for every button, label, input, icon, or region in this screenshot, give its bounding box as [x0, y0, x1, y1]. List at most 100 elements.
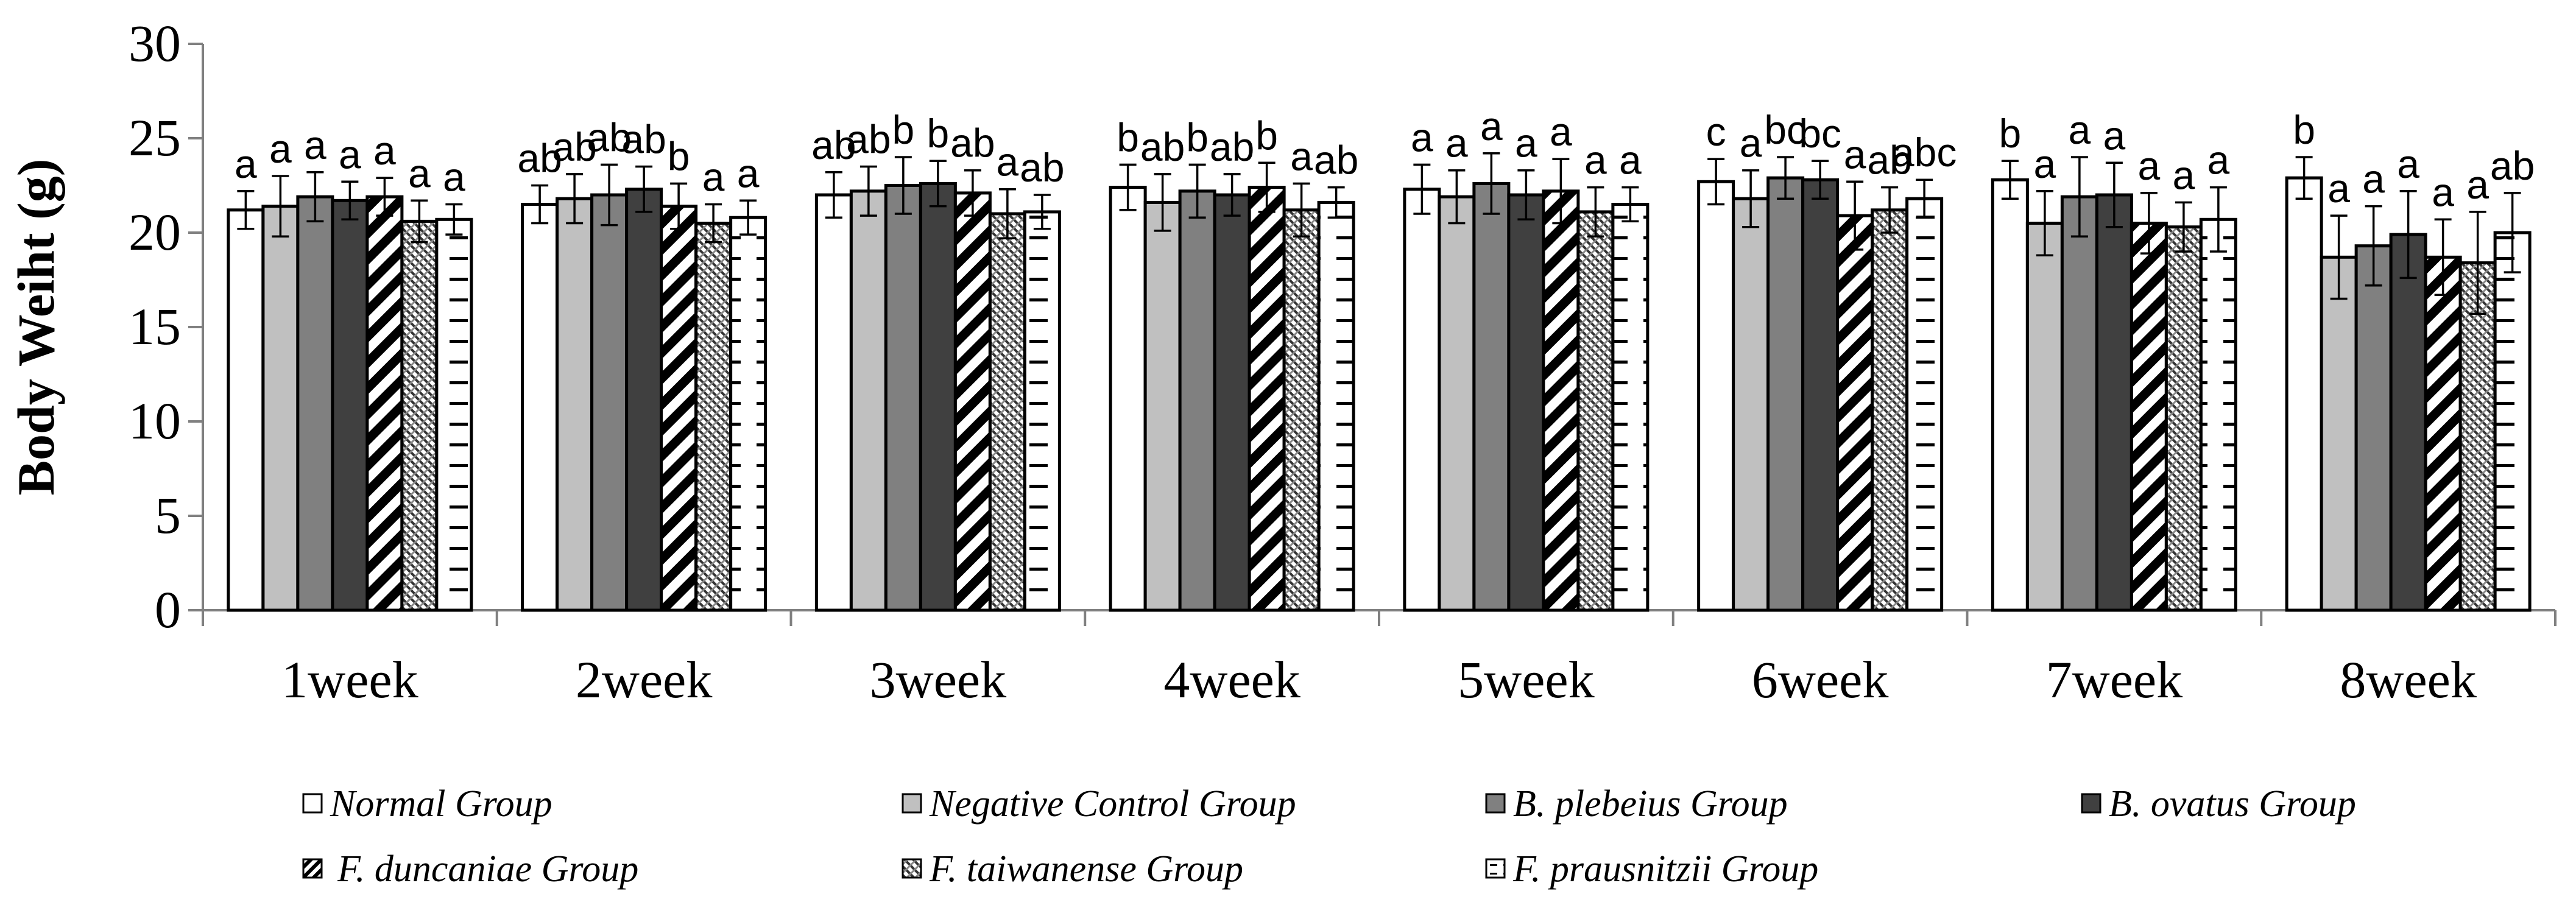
legend-item: F. taiwanense Group [902, 848, 1243, 890]
legend-item: F. duncaniae Group [302, 848, 638, 890]
bar [2095, 193, 2133, 612]
bar [1801, 178, 1840, 612]
significance-label: a [1584, 138, 1607, 183]
significance-label: b [1117, 114, 1139, 160]
axis-layer: 0 5 10 15 20 25 30 Body Weiht (g) 1week 2week 3wee… [7, 14, 2557, 709]
legend-swatch [1485, 858, 1506, 879]
x-tick-label: 2week [576, 650, 712, 709]
bar [2389, 233, 2427, 612]
bar [919, 181, 957, 612]
bar [1178, 189, 1216, 612]
bar [1611, 203, 1650, 612]
bar [261, 205, 300, 612]
significance-label: a [1445, 121, 1468, 166]
bar [1836, 214, 1874, 612]
y-axis-title: Body Weiht (g) [7, 159, 65, 496]
significance-label: a [1480, 104, 1503, 149]
significance-label: ab [1210, 124, 1254, 169]
x-tick-label: 1week [281, 650, 418, 709]
significance-label: a [2138, 143, 2161, 188]
legend-label: F. prausnitzii Group [1512, 848, 1818, 890]
significance-label: b [1186, 114, 1209, 160]
bar [729, 216, 768, 612]
bar [1991, 178, 2029, 612]
bar [521, 203, 559, 612]
significance-label: ab [1314, 138, 1358, 183]
bar [2493, 231, 2532, 612]
legend-label: F. duncaniae Group [337, 848, 638, 890]
legend-swatch [902, 793, 922, 814]
significance-label: bc [1799, 111, 1841, 156]
significance-label: a [269, 126, 292, 171]
bar [1905, 197, 1944, 612]
x-tick-label: 6week [1752, 650, 1888, 709]
significance-label: ab [621, 117, 666, 162]
y-tick-label: 10 [129, 392, 181, 450]
legend-label: B. plebeius Group [1513, 783, 1788, 825]
significance-label: a [2034, 141, 2056, 186]
significance-label: a [304, 122, 326, 167]
significance-label: c [1706, 109, 1726, 154]
legend-swatch [2081, 793, 2101, 814]
x-tick-label: 4week [1163, 650, 1300, 709]
significance-label: b [1255, 113, 1278, 158]
bar [1472, 181, 1511, 612]
significance-label: a [1740, 121, 1762, 166]
bar [2285, 176, 2323, 612]
legend-swatch [1485, 793, 1506, 814]
significance-label: a [1290, 133, 1313, 178]
significance-label: ab [517, 136, 562, 181]
legend-label: Negative Control Group [929, 783, 1296, 825]
bar [625, 188, 663, 612]
significance-label: a [1411, 114, 1433, 160]
y-tick-label: 20 [129, 203, 181, 261]
significance-label: a [702, 155, 725, 200]
significance-label: a [2466, 162, 2489, 207]
bar [296, 195, 334, 612]
significance-label: a [2397, 141, 2419, 186]
legend-item: B. ovatus Group [2081, 783, 2356, 825]
bar [849, 189, 887, 612]
bar [590, 193, 629, 612]
significance-label: ab [811, 122, 856, 167]
legend: Normal Group Negative Control Group B. ple… [302, 783, 2356, 890]
bar [1766, 176, 1805, 612]
bar-layer [227, 152, 2532, 612]
bar [2025, 222, 2064, 612]
legend-item: F. prausnitzii Group [1485, 848, 1818, 890]
significance-label: ab [950, 121, 995, 166]
significance-label: b [2293, 107, 2315, 152]
legend-swatch [902, 858, 922, 879]
bar [1732, 197, 1770, 612]
legend-label: F. taiwanense Group [929, 848, 1243, 890]
bar [435, 217, 473, 612]
bar [884, 184, 922, 612]
legend-label: Normal Group [330, 783, 552, 825]
label-layer: a ab ab b a c b ba ab ab ab a a aaa ab b b a bc aaa ab b ab a bc… [235, 104, 2535, 214]
bar [1403, 188, 1441, 612]
bar [400, 219, 439, 612]
significance-label: a [1550, 109, 1572, 154]
significance-label: b [668, 133, 690, 178]
significance-label: a [2432, 169, 2454, 214]
significance-label: abc [1892, 130, 1957, 175]
bar [1143, 200, 1182, 612]
x-tick-label: 3week [870, 650, 1006, 709]
bar [814, 193, 853, 612]
bar [2164, 225, 2203, 612]
significance-label: a [1619, 138, 1642, 183]
significance-label: a [235, 141, 257, 186]
bar [694, 222, 733, 612]
significance-label: a [2327, 166, 2350, 211]
bar [2199, 217, 2237, 612]
legend-item: Negative Control Group [902, 783, 1296, 825]
bar [1247, 186, 1286, 612]
significance-label: a [2103, 113, 2126, 158]
y-tick-label: 0 [155, 580, 181, 639]
bar [1576, 210, 1615, 612]
y-tick-label: 15 [129, 297, 181, 356]
bar [2354, 244, 2393, 612]
legend-item: Normal Group [302, 783, 552, 825]
